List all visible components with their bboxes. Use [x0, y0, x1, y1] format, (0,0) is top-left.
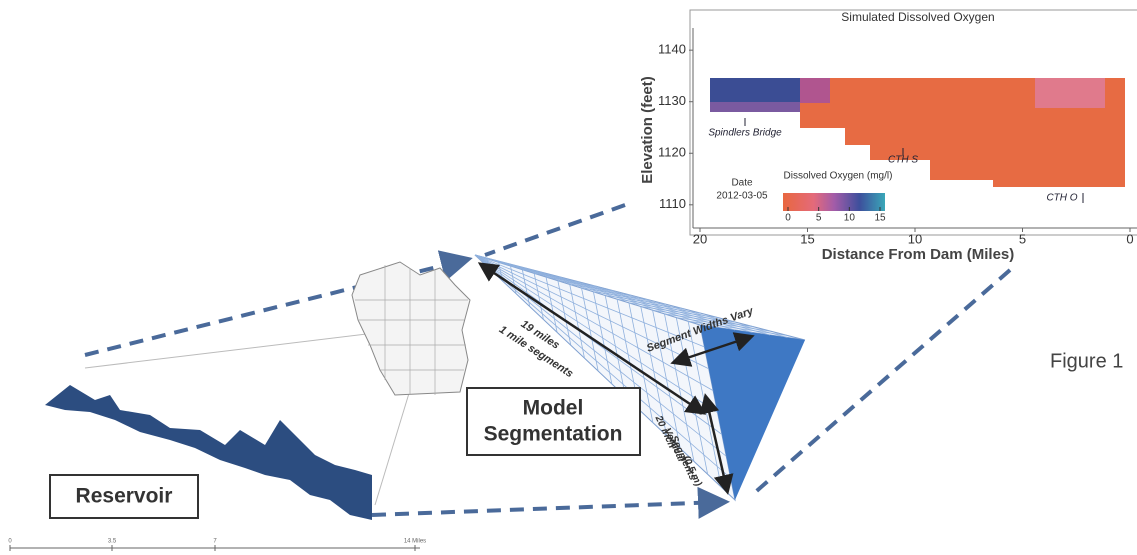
guide-line	[85, 330, 400, 368]
y-tick-label: 1130	[658, 93, 686, 108]
annotation: CTH S	[888, 155, 918, 166]
colorbar-tick-label: 0	[785, 213, 791, 224]
annotation: Spindlers Bridge	[708, 128, 782, 139]
inset-title: Simulated Dissolved Oxygen	[841, 10, 994, 24]
colorbar-label: Dissolved Oxygen (mg/l)	[784, 171, 893, 182]
y-tick-label: 1120	[658, 145, 686, 160]
guide-line	[375, 390, 410, 505]
y-tick-label: 1110	[659, 196, 686, 211]
annotation: CTH O	[1046, 193, 1077, 204]
x-tick-label: 5	[1019, 231, 1026, 246]
y-tick-label: 1140	[658, 42, 686, 57]
x-tick-label: 15	[800, 231, 814, 246]
y-axis-label: Elevation (feet)	[639, 76, 656, 184]
x-tick-label: 20	[693, 231, 707, 246]
state-map	[352, 262, 470, 395]
figure: ReservoirModelSegmentation19 miles1 mile…	[0, 0, 1137, 555]
heatmap-field	[710, 102, 800, 112]
scale-label: 14 Miles	[404, 539, 426, 545]
scale-label: 7	[213, 539, 217, 545]
scale-label: 0	[8, 539, 12, 545]
date-value: 2012-03-05	[716, 191, 768, 202]
heatmap-field	[710, 78, 800, 102]
colorbar-tick-label: 5	[816, 213, 822, 224]
heatmap-field	[800, 78, 830, 103]
page: ReservoirModelSegmentation19 miles1 mile…	[0, 0, 1137, 555]
x-tick-label: 10	[908, 231, 922, 246]
reservoir-label: Reservoir	[76, 485, 173, 508]
date-label: Date	[731, 178, 753, 189]
x-tick-label: 0	[1126, 231, 1133, 246]
colorbar-tick-label: 10	[844, 213, 856, 224]
caption: Figure 1	[1050, 350, 1123, 372]
scale-label: 3.5	[108, 539, 117, 545]
x-axis-label: Distance From Dam (Miles)	[822, 246, 1015, 263]
heatmap-field	[1035, 78, 1105, 108]
model-label: Model	[523, 397, 584, 420]
colorbar-tick-label: 15	[874, 213, 886, 224]
model-label: Segmentation	[484, 423, 623, 446]
colorbar	[783, 193, 885, 211]
